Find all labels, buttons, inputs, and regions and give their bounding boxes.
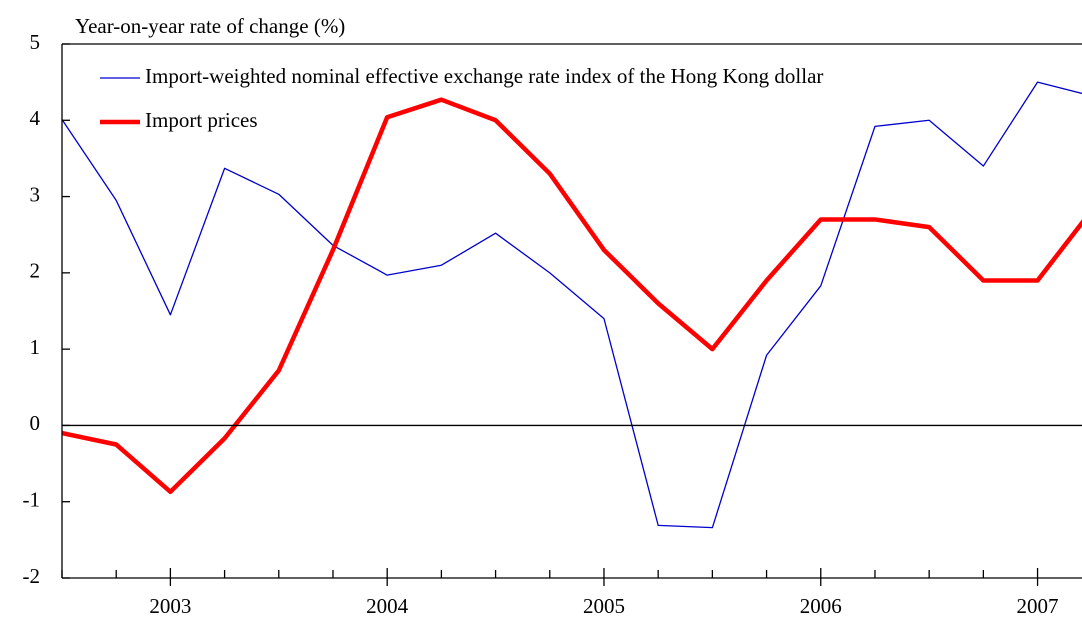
x-tick-label: 2005 <box>583 594 625 618</box>
series-line <box>62 81 1082 529</box>
y-tick-label: 2 <box>30 259 41 283</box>
y-tick-label: 4 <box>30 106 41 130</box>
x-tick-label: 2006 <box>800 594 842 618</box>
series-line <box>62 97 1082 495</box>
x-tick-label: 2004 <box>366 594 409 618</box>
legend-label: Import-weighted nominal effective exchan… <box>145 64 823 88</box>
y-tick-label: -2 <box>23 564 41 588</box>
y-tick-label: 0 <box>30 411 41 435</box>
y-tick-label: 1 <box>30 335 41 359</box>
y-tick-label: 3 <box>30 182 41 206</box>
x-tick-label: 2007 <box>1017 594 1059 618</box>
plot-area <box>62 81 1082 529</box>
y-axis-label: Year-on-year rate of change (%) <box>75 14 345 38</box>
x-tick-label: 2003 <box>149 594 191 618</box>
y-tick-label: -1 <box>23 488 41 512</box>
legend-label: Import prices <box>145 108 258 132</box>
y-tick-label: 5 <box>30 30 41 54</box>
